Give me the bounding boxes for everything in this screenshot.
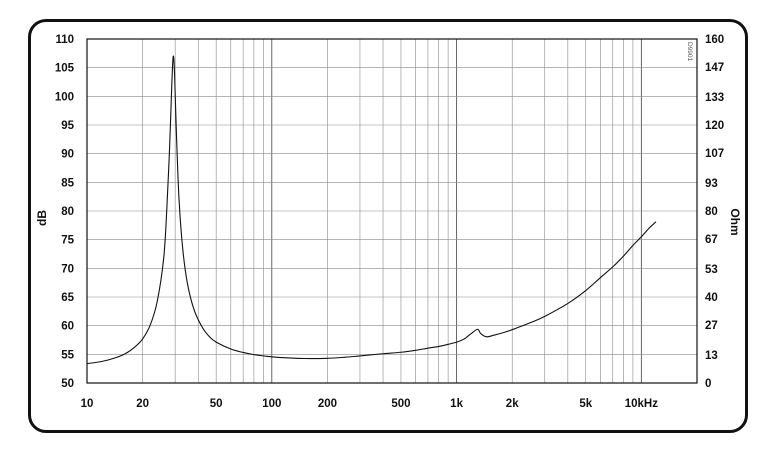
y2-tick-label: 93 xyxy=(705,178,718,190)
y-tick-label: 85 xyxy=(61,177,74,189)
y2-tick-label: 160 xyxy=(705,34,724,46)
y-tick-label: 110 xyxy=(55,34,74,46)
y-tick-label: 90 xyxy=(61,149,74,161)
y-tick-label: 100 xyxy=(55,91,74,103)
y2-tick-label: 80 xyxy=(705,206,718,218)
x-tick-label: 200 xyxy=(318,398,337,410)
plot-border xyxy=(86,38,698,384)
chart-frame xyxy=(28,19,748,433)
y-tick-label: 60 xyxy=(61,321,74,333)
x-tick-label: 500 xyxy=(391,398,410,410)
x-tick-label: 5k xyxy=(579,398,592,410)
y2-tick-label: 133 xyxy=(705,92,724,104)
y2-tick-label: 27 xyxy=(705,320,718,332)
grid xyxy=(86,38,698,384)
y2-axis-label: Ohm xyxy=(728,208,742,235)
x-tick-label: 50 xyxy=(210,398,223,410)
x-tick-labels: 10 20 50 100 200 500 1k 2k 5k 10kHz xyxy=(81,398,659,410)
y-tick-label: 80 xyxy=(61,206,74,218)
x-tick-label: 20 xyxy=(136,398,149,410)
y-tick-label: 95 xyxy=(61,120,74,132)
y2-tick-labels: 160 147 133 120 107 93 80 67 53 40 27 13 0 xyxy=(705,34,724,390)
y-tick-label: 75 xyxy=(61,235,74,247)
y-axis-label: dB xyxy=(35,210,49,226)
corner-mark: D9901 xyxy=(686,42,693,62)
y-tick-label: 70 xyxy=(61,263,74,275)
y-tick-label: 65 xyxy=(61,292,74,304)
y2-tick-label: 40 xyxy=(705,292,718,304)
x-tick-label: 10kHz xyxy=(625,398,658,410)
y-tick-label: 50 xyxy=(61,378,74,390)
y2-tick-label: 13 xyxy=(705,350,718,362)
y2-tick-label: 107 xyxy=(705,148,724,160)
x-tick-label: 1k xyxy=(450,398,463,410)
y2-tick-label: 147 xyxy=(705,62,724,74)
y-tick-labels: 110 105 100 95 90 85 80 75 70 65 60 55 50 xyxy=(55,34,75,390)
x-tick-label: 100 xyxy=(262,398,281,410)
series-line xyxy=(86,55,657,365)
y2-tick-label: 67 xyxy=(705,234,718,246)
y-tick-label: 55 xyxy=(61,349,74,361)
y-tick-label: 105 xyxy=(55,63,75,75)
y2-tick-label: 120 xyxy=(705,120,724,132)
y2-tick-label: 0 xyxy=(705,378,711,390)
x-tick-label: 2k xyxy=(506,398,519,410)
x-tick-label: 10 xyxy=(81,398,94,410)
y2-tick-label: 53 xyxy=(705,264,718,276)
